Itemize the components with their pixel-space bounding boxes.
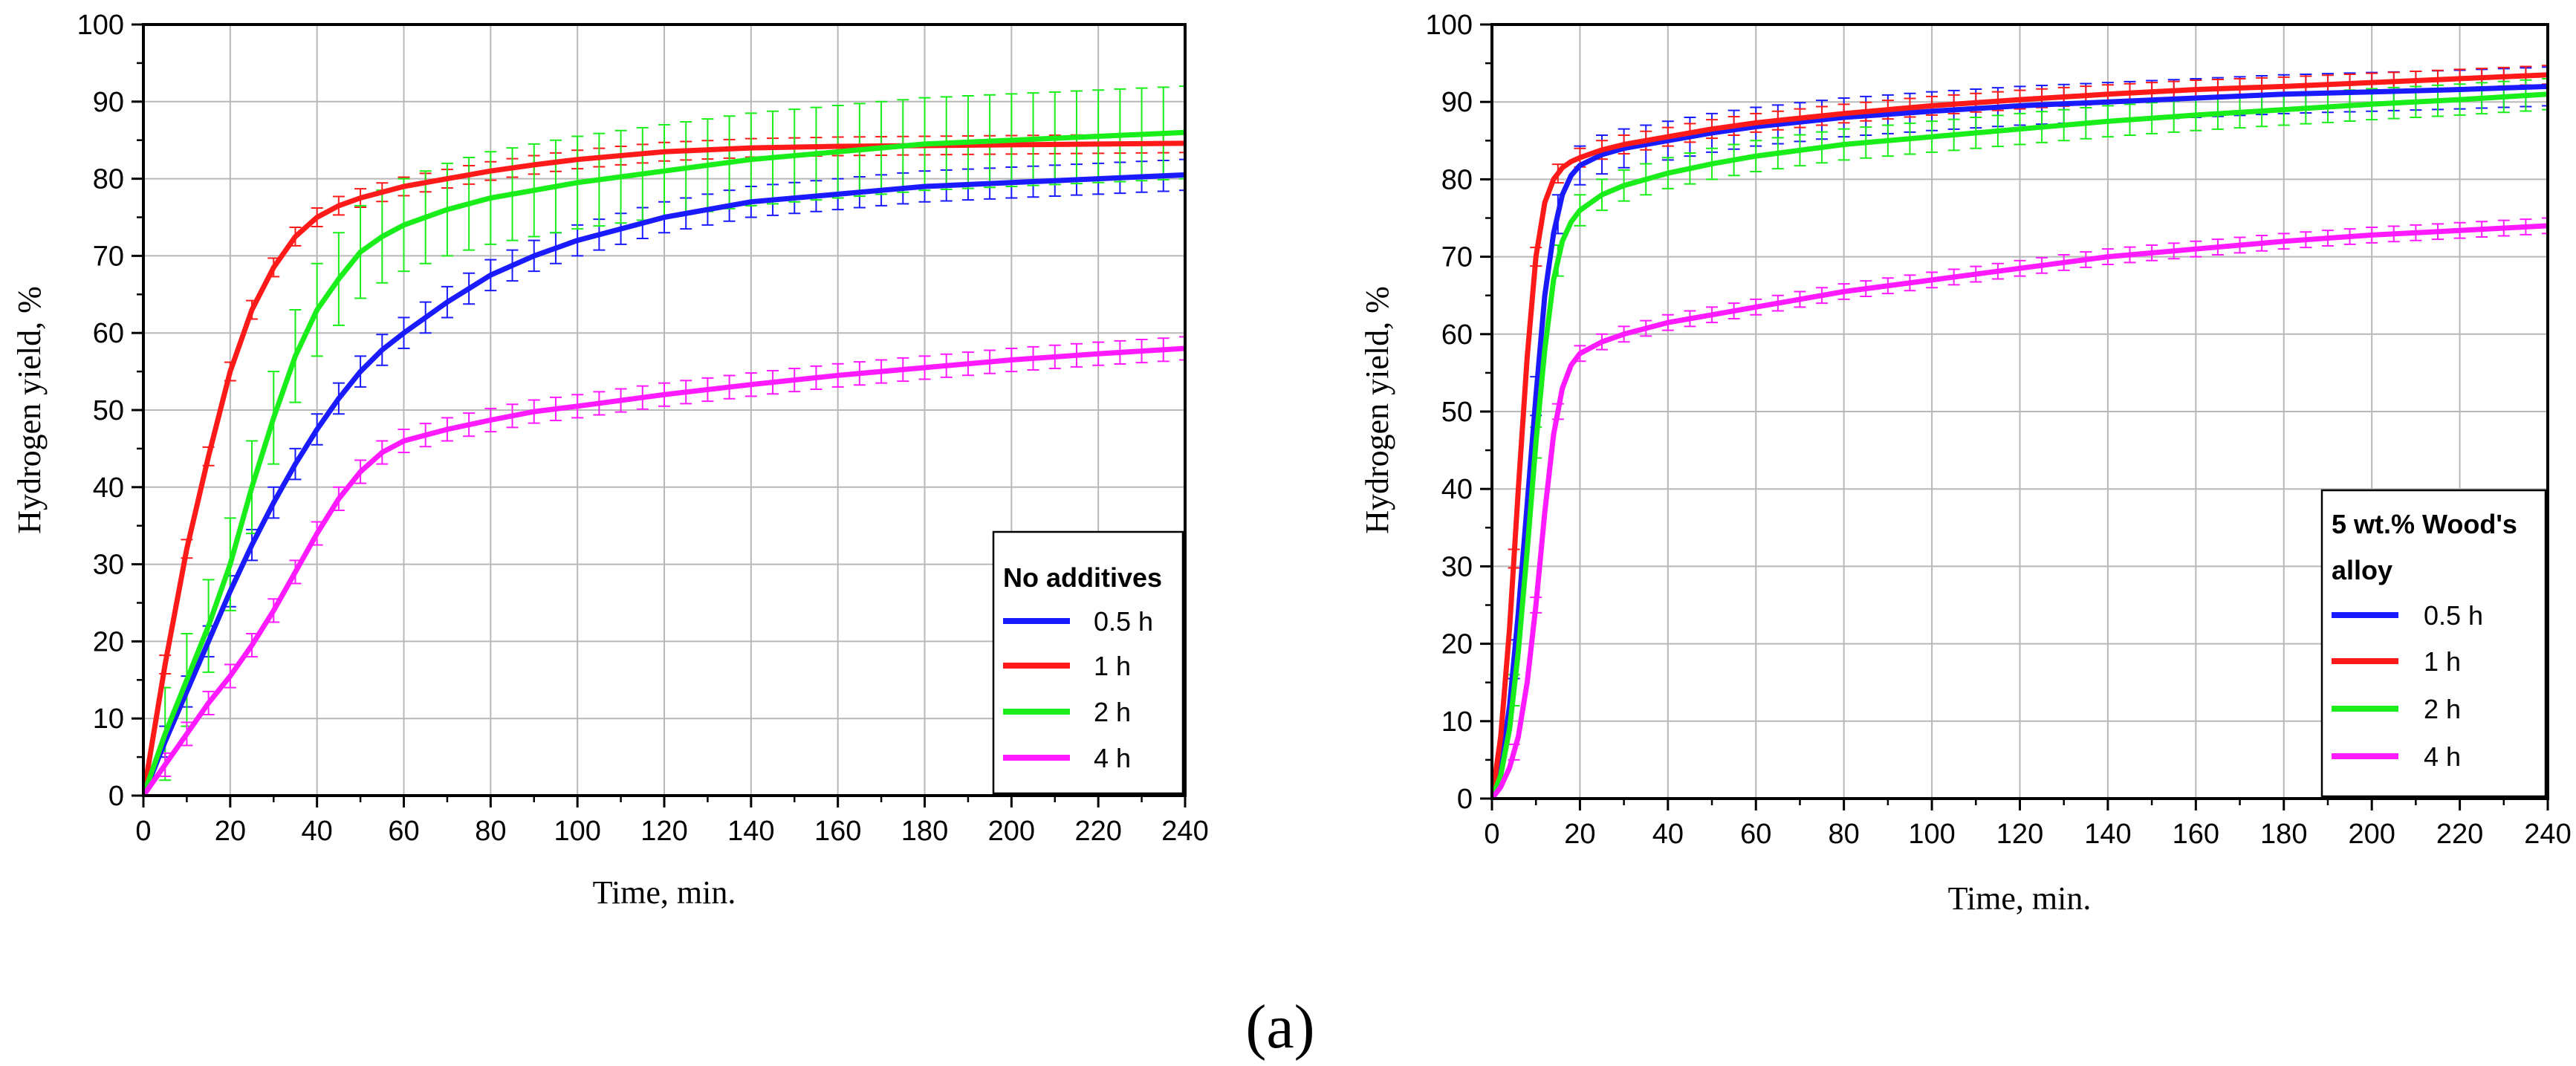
chart-right-errorbars-4h bbox=[1508, 217, 2548, 761]
chart-left-x-tick-label: 240 bbox=[1161, 816, 1208, 847]
chart-right-y-tick-label: 80 bbox=[1441, 164, 1473, 195]
chart-left-x-tick-label: 20 bbox=[215, 816, 246, 847]
chart-right-y-axis-title: Hydrogen yield, % bbox=[1359, 286, 1395, 534]
chart-right-series-line-1h bbox=[1492, 72, 2548, 799]
chart-left-legend-label-0: 0.5 h bbox=[1094, 606, 1153, 637]
chart-right: 0 20 40 60 80 100 120 140 160 180 200 220 240 0 10 20 30… bbox=[1359, 10, 2572, 917]
chart-right-legend-label-2: 2 h bbox=[2424, 694, 2461, 724]
chart-right-y-tick-label: 40 bbox=[1441, 474, 1473, 505]
chart-left-series-line-0_5h bbox=[143, 172, 1185, 796]
chart-left-x-tick-label: 200 bbox=[988, 816, 1035, 847]
chart-left-y-tick-label: 90 bbox=[93, 87, 124, 118]
chart-left-y-tick-label: 30 bbox=[93, 550, 124, 581]
chart-right-x-tick-label: 180 bbox=[2260, 819, 2307, 850]
chart-left-legend: No additives 0.5 h 1 h 2 h 4 h bbox=[992, 530, 1184, 795]
chart-right-legend-label-1: 1 h bbox=[2424, 646, 2461, 677]
chart-left-x-tick-label: 40 bbox=[302, 816, 333, 847]
chart-left-x-tick-label: 0 bbox=[135, 816, 151, 847]
chart-left-x-tick-label: 120 bbox=[640, 816, 687, 847]
chart-right-series bbox=[1492, 65, 2548, 799]
chart-right-x-tick-label: 220 bbox=[2436, 819, 2483, 850]
chart-left-series-line-4h bbox=[143, 345, 1185, 796]
chart-left-y-tick-label: 50 bbox=[93, 395, 124, 426]
chart-left-series-line-2h bbox=[143, 129, 1185, 796]
chart-left: 0 20 40 60 80 100 120 140 160 180 200 220 240 0 10 20 30… bbox=[11, 10, 1209, 911]
chart-right-legend-box bbox=[2320, 489, 2547, 798]
chart-right-x-tick-label: 20 bbox=[1564, 819, 1595, 850]
chart-left-x-tick-label: 220 bbox=[1074, 816, 1121, 847]
chart-right-y-tick-label: 60 bbox=[1441, 319, 1473, 351]
chart-left-y-tick-label: 10 bbox=[93, 703, 124, 735]
chart-left-x-tick-label: 100 bbox=[554, 816, 600, 847]
chart-left-y-tick-label: 60 bbox=[93, 318, 124, 349]
chart-left-legend-title: No additives bbox=[1003, 562, 1162, 593]
chart-right-legend-title-line-2: alloy bbox=[2332, 555, 2392, 585]
chart-right-x-tick-label: 140 bbox=[2084, 819, 2131, 850]
chart-left-legend-label-2: 2 h bbox=[1094, 697, 1131, 727]
chart-left-y-tick-label: 80 bbox=[93, 164, 124, 195]
chart-right-x-tick-label: 120 bbox=[1996, 819, 2043, 850]
chart-right-x-tick-label: 200 bbox=[2348, 819, 2395, 850]
chart-right-series-line-0_5h bbox=[1492, 83, 2548, 799]
chart-left-y-tick-label: 40 bbox=[93, 472, 124, 504]
chart-left-y-axis-title: Hydrogen yield, % bbox=[11, 286, 48, 534]
chart-right-tick-labels: 0 20 40 60 80 100 120 140 160 180 200 220 240 0 10 20 30… bbox=[1426, 10, 2572, 850]
chart-right-y-tick-label: 70 bbox=[1441, 242, 1473, 273]
chart-left-x-tick-label: 80 bbox=[475, 816, 506, 847]
chart-right-ticks bbox=[1480, 23, 2549, 810]
chart-left-x-tick-label: 160 bbox=[814, 816, 861, 847]
chart-right-legend: 5 wt.% Wood's alloy 0.5 h 1 h 2 h 4 h bbox=[2320, 489, 2547, 798]
chart-left-y-tick-label: 70 bbox=[93, 241, 124, 272]
chart-right-legend-label-3: 4 h bbox=[2424, 741, 2461, 772]
chart-right-y-tick-label: 30 bbox=[1441, 551, 1473, 582]
chart-right-legend-title-line-1: 5 wt.% Wood's bbox=[2332, 509, 2517, 539]
chart-left-legend-label-1: 1 h bbox=[1094, 651, 1131, 681]
chart-left-x-tick-label: 180 bbox=[901, 816, 948, 847]
chart-right-x-tick-label: 40 bbox=[1652, 819, 1684, 850]
chart-left-errorbars-4h bbox=[159, 336, 1185, 778]
chart-left-legend-label-3: 4 h bbox=[1094, 743, 1131, 773]
chart-right-x-tick-label: 160 bbox=[2173, 819, 2219, 850]
chart-right-y-tick-label: 20 bbox=[1441, 629, 1473, 660]
chart-right-y-tick-label: 100 bbox=[1426, 10, 1473, 41]
chart-left-y-tick-label: 0 bbox=[108, 781, 124, 812]
chart-left-series-line-1h bbox=[143, 140, 1185, 796]
chart-right-y-tick-label: 10 bbox=[1441, 706, 1473, 738]
chart-right-y-tick-label: 90 bbox=[1441, 87, 1473, 118]
chart-right-y-tick-label: 0 bbox=[1457, 784, 1473, 815]
chart-left-series bbox=[143, 85, 1185, 796]
chart-right-x-axis-title: Time, min. bbox=[1948, 880, 2092, 917]
chart-right-x-tick-label: 100 bbox=[1908, 819, 1955, 850]
chart-left-y-tick-label: 100 bbox=[77, 10, 124, 41]
chart-left-ticks bbox=[132, 23, 1187, 807]
chart-left-x-tick-label: 140 bbox=[727, 816, 774, 847]
chart-left-x-axis-title: Time, min. bbox=[593, 874, 736, 911]
chart-right-x-tick-label: 80 bbox=[1829, 819, 1860, 850]
chart-right-y-tick-label: 50 bbox=[1441, 397, 1473, 428]
chart-right-x-tick-label: 0 bbox=[1484, 819, 1499, 850]
figure-panel-label: (a) bbox=[1245, 992, 1314, 1062]
chart-right-x-tick-label: 60 bbox=[1740, 819, 1771, 850]
chart-left-tick-labels: 0 20 40 60 80 100 120 140 160 180 200 220 240 0 10 20 30… bbox=[77, 10, 1209, 847]
chart-right-series-line-2h bbox=[1492, 91, 2548, 799]
chart-left-x-tick-label: 60 bbox=[388, 816, 419, 847]
chart-right-legend-label-0: 0.5 h bbox=[2424, 600, 2483, 631]
chart-left-y-tick-label: 20 bbox=[93, 626, 124, 657]
chart-right-x-tick-label: 240 bbox=[2524, 819, 2571, 850]
chart-right-series-line-4h bbox=[1492, 223, 2548, 799]
